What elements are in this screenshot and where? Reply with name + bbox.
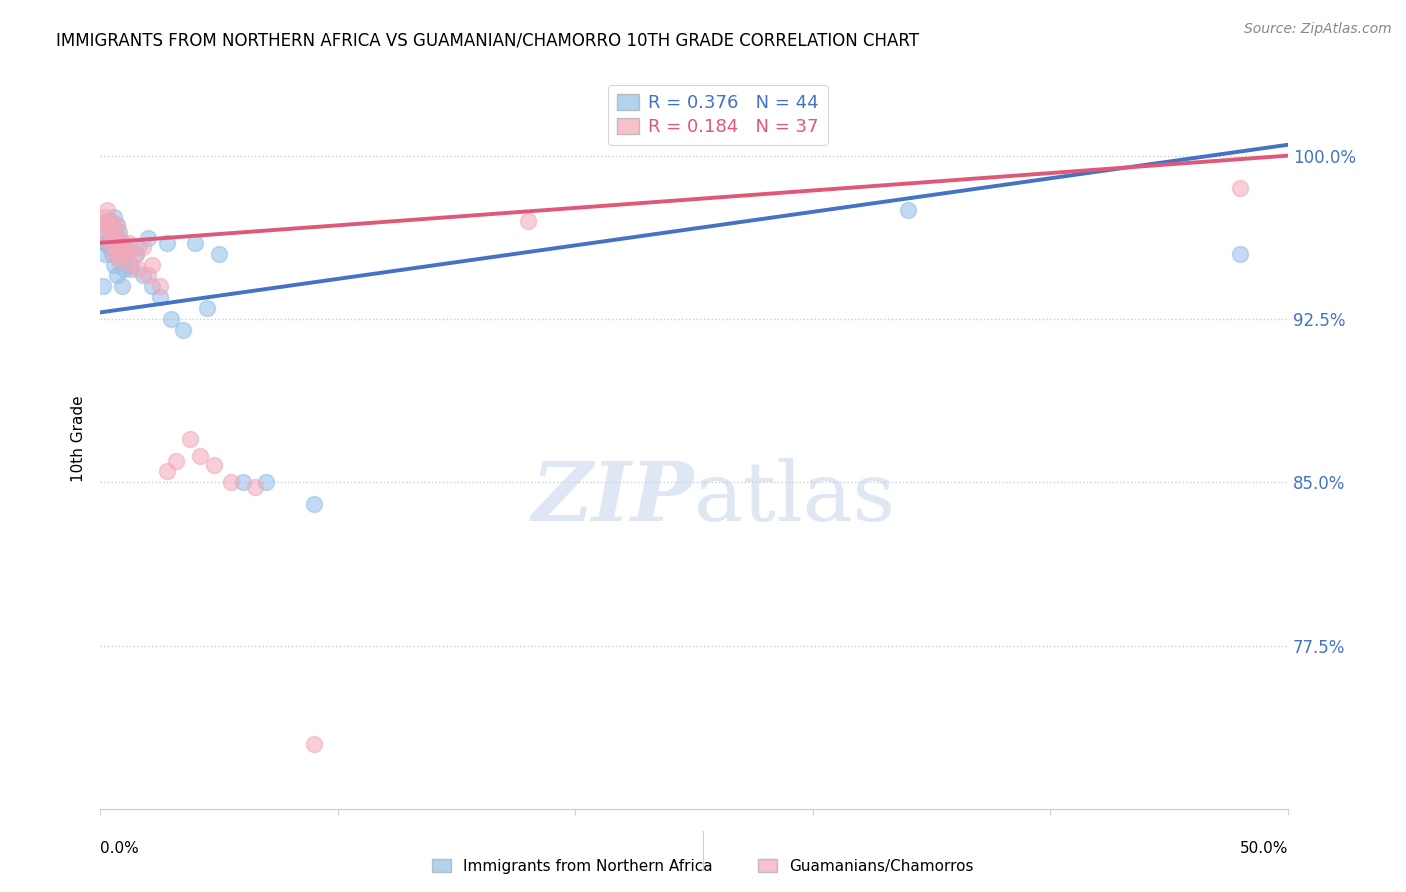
Point: [302, 497, 325, 511]
Point: [103, 240, 125, 254]
Point: [120, 261, 142, 276]
Point: [516, 214, 538, 228]
Point: [98, 240, 121, 254]
Point: [110, 235, 132, 250]
Point: [179, 432, 201, 446]
Point: [98, 235, 121, 250]
Point: [91, 231, 114, 245]
Point: [101, 219, 124, 233]
Point: [108, 231, 131, 245]
Point: [148, 290, 170, 304]
Point: [127, 240, 149, 254]
Point: [105, 268, 128, 283]
Point: [1229, 181, 1251, 195]
Point: [195, 301, 218, 315]
Point: [96, 235, 118, 250]
Point: [91, 279, 114, 293]
Point: [156, 235, 179, 250]
Point: [165, 453, 187, 467]
Point: [103, 246, 125, 260]
Point: [141, 258, 163, 272]
Point: [101, 246, 124, 260]
Point: [105, 219, 128, 233]
Point: [94, 219, 117, 233]
Point: [108, 253, 131, 268]
Point: [94, 210, 117, 224]
Point: [132, 268, 155, 283]
Point: [110, 246, 132, 260]
Point: [112, 240, 135, 254]
Text: atlas: atlas: [695, 458, 896, 538]
Point: [103, 225, 125, 239]
Point: [184, 235, 207, 250]
Point: [897, 203, 920, 218]
Point: [110, 235, 132, 250]
Point: [302, 737, 325, 751]
Point: [208, 246, 231, 260]
Point: [1229, 246, 1251, 260]
Point: [98, 231, 121, 245]
Point: [125, 246, 148, 260]
Point: [101, 225, 124, 239]
Point: [105, 219, 128, 233]
Point: [117, 258, 139, 272]
Point: [112, 261, 135, 276]
Point: [103, 210, 125, 224]
Point: [172, 323, 194, 337]
Point: [127, 261, 149, 276]
Point: [232, 475, 254, 490]
Text: IMMIGRANTS FROM NORTHERN AFRICA VS GUAMANIAN/CHAMORRO 10TH GRADE CORRELATION CHA: IMMIGRANTS FROM NORTHERN AFRICA VS GUAMA…: [56, 31, 920, 49]
Point: [94, 235, 117, 250]
Point: [96, 219, 118, 233]
Point: [101, 231, 124, 245]
Point: [243, 480, 266, 494]
Text: Source: ZipAtlas.com: Source: ZipAtlas.com: [1244, 22, 1392, 37]
Point: [115, 246, 138, 260]
Point: [160, 312, 183, 326]
Point: [98, 214, 121, 228]
Point: [188, 449, 211, 463]
Point: [141, 279, 163, 293]
Text: 50.0%: 50.0%: [1240, 841, 1288, 856]
Point: [105, 231, 128, 245]
Point: [112, 240, 135, 254]
Point: [110, 279, 132, 293]
Point: [96, 225, 118, 239]
Point: [108, 225, 131, 239]
Point: [108, 253, 131, 268]
Point: [148, 279, 170, 293]
Point: [101, 219, 124, 233]
Point: [94, 246, 117, 260]
Point: [96, 214, 118, 228]
Point: [115, 246, 138, 260]
Point: [132, 240, 155, 254]
Point: [156, 465, 179, 479]
Point: [136, 268, 159, 283]
Point: [117, 235, 139, 250]
Point: [202, 458, 225, 472]
Point: [120, 258, 142, 272]
Point: [98, 214, 121, 228]
Point: [254, 475, 277, 490]
Legend: R = 0.376   N = 44, R = 0.184   N = 37: R = 0.376 N = 44, R = 0.184 N = 37: [609, 85, 828, 145]
Point: [136, 231, 159, 245]
Point: [96, 203, 118, 218]
Point: [125, 246, 148, 260]
Text: ZIP: ZIP: [531, 458, 695, 538]
Legend: Immigrants from Northern Africa, Guamanians/Chamorros: Immigrants from Northern Africa, Guamani…: [426, 853, 980, 880]
Text: 0.0%: 0.0%: [100, 841, 139, 856]
Y-axis label: 10th Grade: 10th Grade: [72, 395, 86, 482]
Point: [219, 475, 242, 490]
Point: [103, 258, 125, 272]
Point: [105, 240, 128, 254]
